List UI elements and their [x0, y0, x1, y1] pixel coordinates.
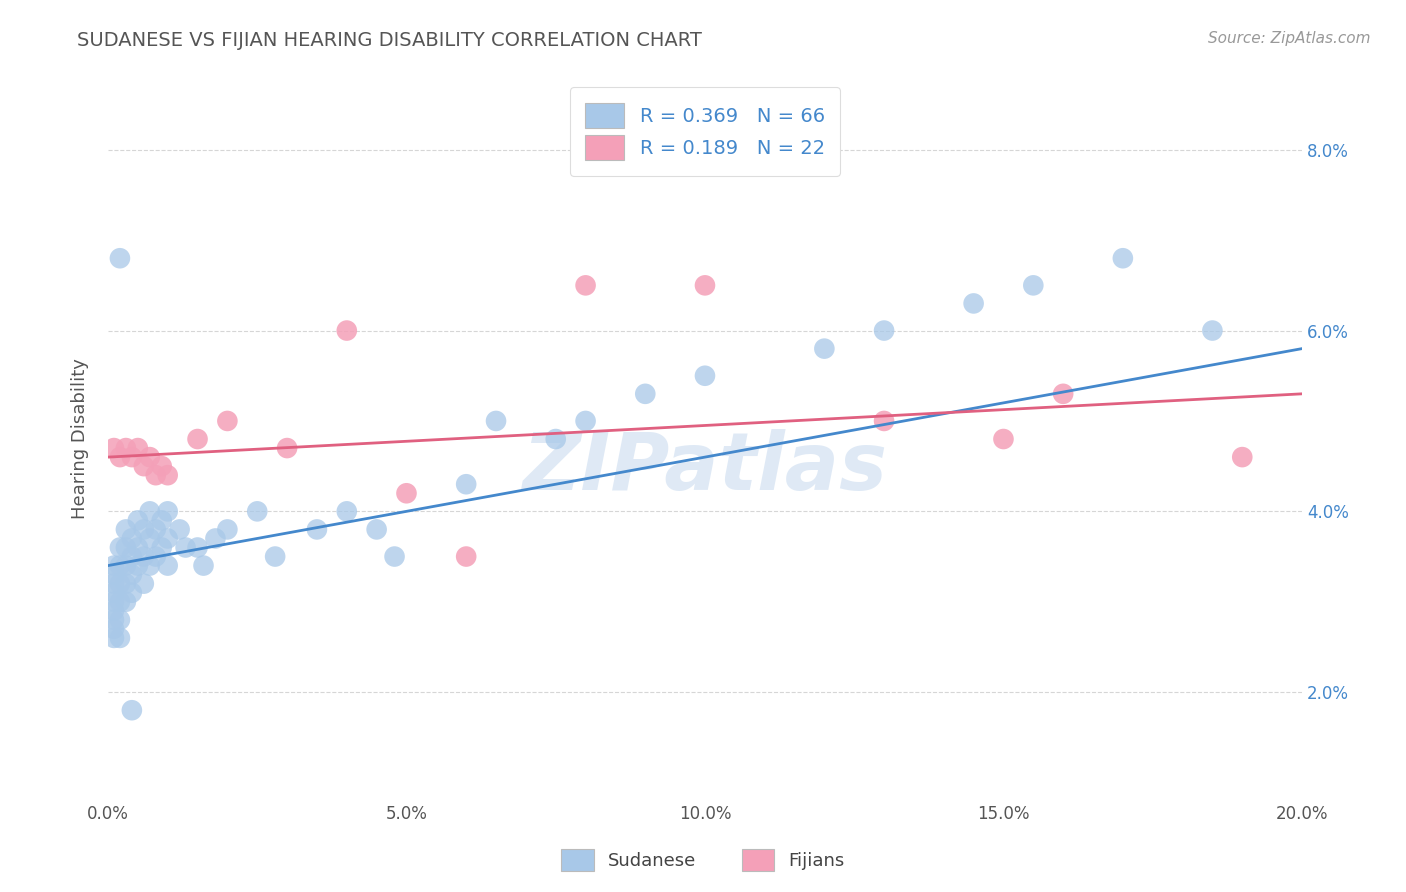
Point: [132, 459, 155, 474]
Point: [156, 558, 179, 573]
Point: [395, 486, 418, 500]
Point: [115, 595, 138, 609]
Point: [305, 523, 328, 537]
Y-axis label: Hearing Disability: Hearing Disability: [72, 359, 89, 519]
Point: [127, 513, 149, 527]
Point: [121, 532, 143, 546]
Point: [108, 595, 131, 609]
Point: [544, 432, 567, 446]
Point: [169, 523, 191, 537]
Point: [574, 278, 596, 293]
Point: [634, 387, 657, 401]
Point: [132, 576, 155, 591]
Point: [103, 567, 125, 582]
Point: [115, 541, 138, 555]
Point: [103, 558, 125, 573]
Point: [366, 523, 388, 537]
Point: [336, 324, 359, 338]
Point: [139, 532, 162, 546]
Point: [693, 278, 716, 293]
Point: [103, 604, 125, 618]
Point: [103, 576, 125, 591]
Point: [139, 450, 162, 464]
Point: [108, 576, 131, 591]
Point: [108, 613, 131, 627]
Point: [156, 468, 179, 483]
Point: [150, 513, 173, 527]
Point: [150, 541, 173, 555]
Point: [204, 532, 226, 546]
Point: [145, 468, 167, 483]
Point: [574, 414, 596, 428]
Point: [115, 558, 138, 573]
Point: [108, 450, 131, 464]
Text: SUDANESE VS FIJIAN HEARING DISABILITY CORRELATION CHART: SUDANESE VS FIJIAN HEARING DISABILITY CO…: [77, 31, 702, 50]
Point: [121, 585, 143, 599]
Point: [1201, 324, 1223, 338]
Point: [1022, 278, 1045, 293]
Point: [103, 622, 125, 636]
Legend: Sudanese, Fijians: Sudanese, Fijians: [554, 842, 852, 879]
Point: [108, 558, 131, 573]
Point: [813, 342, 835, 356]
Point: [108, 631, 131, 645]
Point: [103, 631, 125, 645]
Point: [115, 523, 138, 537]
Point: [873, 324, 896, 338]
Point: [962, 296, 984, 310]
Point: [873, 414, 896, 428]
Point: [693, 368, 716, 383]
Point: [108, 252, 131, 266]
Point: [145, 549, 167, 564]
Point: [121, 549, 143, 564]
Point: [132, 549, 155, 564]
Point: [1232, 450, 1254, 464]
Point: [246, 504, 269, 518]
Point: [336, 504, 359, 518]
Point: [156, 532, 179, 546]
Point: [115, 576, 138, 591]
Point: [121, 450, 143, 464]
Point: [150, 459, 173, 474]
Point: [276, 441, 298, 455]
Point: [384, 549, 406, 564]
Point: [217, 414, 239, 428]
Point: [103, 441, 125, 455]
Point: [145, 523, 167, 537]
Point: [121, 567, 143, 582]
Point: [103, 585, 125, 599]
Point: [103, 595, 125, 609]
Legend: R = 0.369   N = 66, R = 0.189   N = 22: R = 0.369 N = 66, R = 0.189 N = 22: [569, 87, 841, 176]
Point: [103, 613, 125, 627]
Point: [456, 549, 478, 564]
Point: [264, 549, 287, 564]
Point: [121, 703, 143, 717]
Point: [132, 523, 155, 537]
Point: [139, 504, 162, 518]
Point: [186, 541, 208, 555]
Point: [156, 504, 179, 518]
Text: ZIPatlas: ZIPatlas: [523, 429, 887, 507]
Point: [217, 523, 239, 537]
Point: [1112, 252, 1135, 266]
Point: [485, 414, 508, 428]
Point: [174, 541, 197, 555]
Point: [108, 541, 131, 555]
Point: [1052, 387, 1074, 401]
Text: Source: ZipAtlas.com: Source: ZipAtlas.com: [1208, 31, 1371, 46]
Point: [193, 558, 215, 573]
Point: [456, 477, 478, 491]
Point: [993, 432, 1015, 446]
Point: [127, 558, 149, 573]
Point: [115, 441, 138, 455]
Point: [139, 558, 162, 573]
Point: [186, 432, 208, 446]
Point: [127, 541, 149, 555]
Point: [127, 441, 149, 455]
